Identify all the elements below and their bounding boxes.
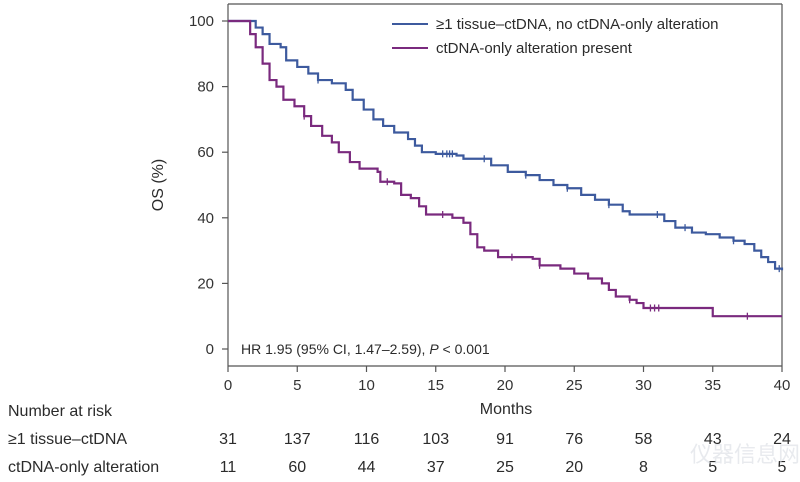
- survival-curves: [228, 19, 784, 320]
- risk-value: 20: [565, 459, 583, 476]
- p-symbol: P: [429, 341, 439, 357]
- hazard-ratio-annotation: HR 1.95 (95% CI, 1.47–2.59), P < 0.001: [241, 341, 490, 357]
- risk-value: 37: [427, 459, 445, 476]
- risk-value: 11: [220, 459, 237, 476]
- p-value: < 0.001: [439, 341, 490, 357]
- y-tick-label: 20: [197, 275, 214, 292]
- y-tick-label: 100: [189, 13, 214, 30]
- y-tick-label: 80: [197, 79, 214, 96]
- survival-curve-series-2: [228, 19, 782, 318]
- x-tick-label: 10: [358, 377, 375, 394]
- x-tick-label: 30: [635, 377, 652, 394]
- risk-value: 44: [358, 459, 376, 476]
- risk-value: 5: [708, 459, 717, 476]
- watermark: 仪器信息网: [690, 443, 800, 468]
- risk-value: 91: [496, 431, 514, 448]
- y-axis-title: OS (%): [150, 159, 167, 211]
- y-tick-label: 60: [197, 144, 214, 161]
- risk-value: 43: [704, 431, 722, 448]
- y-axis-ticks: 0 20 40 60 80 100: [189, 13, 228, 358]
- risk-table-title: Number at risk: [8, 403, 113, 420]
- y-tick-label: 40: [197, 210, 214, 227]
- risk-row-label-2: ctDNA-only alteration: [8, 459, 159, 476]
- risk-value: 8: [639, 459, 648, 476]
- x-axis-title: Months: [480, 401, 532, 418]
- risk-value: 31: [219, 431, 237, 448]
- legend: ≥1 tissue–ctDNA, no ctDNA-only alteratio…: [392, 16, 719, 57]
- x-tick-label: 40: [774, 377, 791, 394]
- hr-text: HR 1.95 (95% CI, 1.47–2.59),: [241, 341, 429, 357]
- x-tick-label: 20: [497, 377, 514, 394]
- risk-value: 137: [284, 431, 311, 448]
- risk-value: 60: [288, 459, 306, 476]
- risk-value: 58: [635, 431, 653, 448]
- x-tick-label: 0: [224, 377, 232, 394]
- x-tick-label: 15: [427, 377, 444, 394]
- x-axis-ticks: 0 5 10 15 20 25 30 35 40: [224, 366, 791, 394]
- risk-value: 25: [496, 459, 514, 476]
- risk-row-label-1: ≥1 tissue–ctDNA: [8, 431, 127, 448]
- risk-value: 76: [565, 431, 583, 448]
- legend-label-series-2: ctDNA-only alteration present: [436, 40, 633, 57]
- survival-curve-series-1: [228, 19, 784, 271]
- x-tick-label: 25: [566, 377, 583, 394]
- x-tick-label: 35: [704, 377, 721, 394]
- risk-table: Number at risk ≥1 tissue–ctDNA ctDNA-onl…: [8, 403, 791, 476]
- y-tick-label: 0: [206, 341, 214, 358]
- risk-value: 116: [354, 431, 380, 448]
- x-tick-label: 5: [293, 377, 301, 394]
- risk-value: 5: [778, 459, 787, 476]
- risk-value: 103: [422, 431, 449, 448]
- legend-label-series-1: ≥1 tissue–ctDNA, no ctDNA-only alteratio…: [436, 16, 719, 33]
- risk-value: 24: [773, 431, 791, 448]
